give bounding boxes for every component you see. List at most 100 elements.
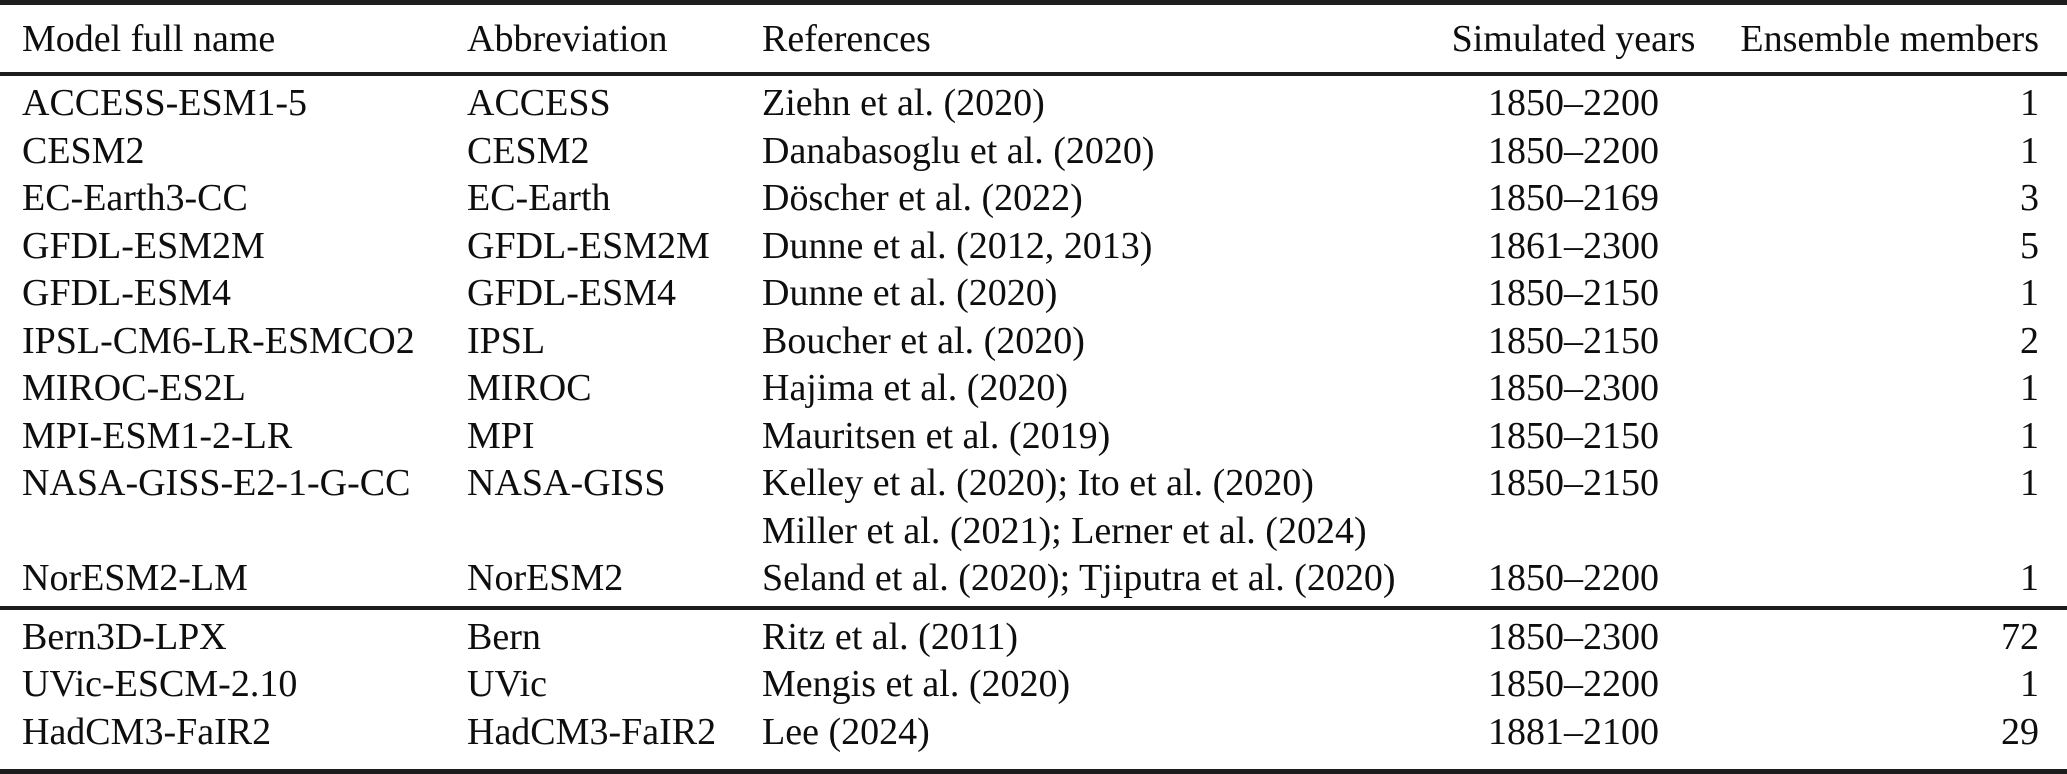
- reference-line: Ziehn et al. (2020): [762, 82, 1045, 124]
- abbreviation-cell: HadCM3-FaIR2: [467, 710, 717, 753]
- abbreviation-cell: EC-Earth: [467, 177, 611, 219]
- column-header-simulated-years: Simulated years: [1451, 17, 1696, 60]
- reference-line: Danabasoglu et al. (2020): [762, 129, 1155, 172]
- references-cell: Lee (2024): [740, 709, 1446, 772]
- simulated-years-cell: 1850–2200: [1488, 557, 1659, 599]
- ensemble-members-cell: 1: [2020, 462, 2039, 504]
- references-cell: Mauritsen et al. (2019): [740, 413, 1446, 461]
- abbreviation-cell: MPI: [467, 414, 535, 457]
- table-header: Model full name Abbreviation References Sim…: [0, 3, 2067, 74]
- table-row: GFDL-ESM4 GFDL-ESM4 Dunne et al. (2020) 185…: [0, 270, 2067, 318]
- reference-line: Kelley et al. (2020); Ito et al. (2020): [762, 462, 1314, 504]
- ensemble-members-cell: 72: [2001, 615, 2039, 658]
- reference-line: Boucher et al. (2020): [762, 319, 1085, 362]
- simulated-years-cell: 1850–2150: [1488, 414, 1659, 457]
- abbreviation-cell: NorESM2: [467, 557, 624, 599]
- abbreviation-cell: NASA-GISS: [467, 462, 666, 504]
- table-row: NASA-GISS-E2-1-G-CC NASA-GISS Kelley et al…: [0, 460, 2067, 555]
- simulated-years-cell: 1850–2150: [1488, 272, 1659, 314]
- model-name-cell: NorESM2-LM: [22, 557, 248, 599]
- reference-line: Mengis et al. (2020): [762, 663, 1071, 705]
- table-row: IPSL-CM6-LR-ESMCO2 IPSL Boucher et al. (20…: [0, 318, 2067, 366]
- model-name-cell: MPI-ESM1-2-LR: [22, 414, 293, 457]
- reference-line: Dunne et al. (2020): [762, 272, 1058, 314]
- ensemble-members-cell: 1: [2020, 82, 2039, 124]
- reference-line: Dunne et al. (2012, 2013): [762, 224, 1153, 267]
- simulated-years-cell: 1850–2200: [1488, 663, 1659, 705]
- references-cell: Mengis et al. (2020): [740, 661, 1446, 709]
- reference-line: Ritz et al. (2011): [762, 615, 1019, 658]
- ensemble-members-cell: 2: [2020, 319, 2039, 362]
- references-cell: Ritz et al. (2011): [740, 608, 1446, 662]
- ensemble-members-cell: 1: [2020, 557, 2039, 599]
- references-cell: Dunne et al. (2012, 2013): [740, 223, 1446, 271]
- simulated-years-cell: 1850–2150: [1488, 462, 1659, 504]
- ensemble-members-cell: 3: [2020, 177, 2039, 219]
- reference-line: Hajima et al. (2020): [762, 367, 1069, 409]
- ensemble-members-cell: 1: [2020, 663, 2039, 705]
- references-cell: Ziehn et al. (2020): [740, 74, 1446, 128]
- abbreviation-cell: GFDL-ESM4: [467, 272, 677, 314]
- model-name-cell: IPSL-CM6-LR-ESMCO2: [22, 319, 415, 362]
- model-name-cell: Bern3D-LPX: [22, 615, 227, 658]
- column-header-model-full-name: Model full name: [22, 17, 276, 60]
- ensemble-members-cell: 29: [2001, 710, 2039, 753]
- table-row: GFDL-ESM2M GFDL-ESM2M Dunne et al. (2012, …: [0, 223, 2067, 271]
- table-row: MPI-ESM1-2-LR MPI Mauritsen et al. (2019) 1…: [0, 413, 2067, 461]
- reference-line: Miller et al. (2021); Lerner et al. (202…: [762, 509, 1367, 552]
- table-row: HadCM3-FaIR2 HadCM3-FaIR2 Lee (2024) 1881–2…: [0, 709, 2067, 772]
- abbreviation-cell: IPSL: [467, 319, 546, 362]
- table-row: UVic-ESCM-2.10 UVic Mengis et al. (2020) 18…: [0, 661, 2067, 709]
- simulated-years-cell: 1850–2200: [1488, 129, 1659, 172]
- model-name-cell: GFDL-ESM2M: [22, 224, 265, 267]
- simulated-years-cell: 1850–2169: [1488, 177, 1659, 219]
- simulated-years-cell: 1850–2200: [1488, 82, 1659, 124]
- table-section-esms: ACCESS-ESM1-5 ACCESS Ziehn et al. (2020) 18…: [0, 74, 2067, 608]
- table-row: ACCESS-ESM1-5 ACCESS Ziehn et al. (2020) 18…: [0, 74, 2067, 128]
- references-cell: Boucher et al. (2020): [740, 318, 1446, 366]
- model-name-cell: HadCM3-FaIR2: [22, 710, 272, 753]
- header-row: Model full name Abbreviation References Sim…: [0, 3, 2067, 74]
- reference-line: Seland et al. (2020); Tjiputra et al. (2…: [762, 557, 1396, 599]
- reference-line: Lee (2024): [762, 710, 930, 753]
- references-cell: Dunne et al. (2020): [740, 270, 1446, 318]
- abbreviation-cell: GFDL-ESM2M: [467, 224, 710, 267]
- abbreviation-cell: CESM2: [467, 129, 590, 172]
- column-header-ensemble-members: Ensemble members: [1740, 17, 2039, 60]
- table-row: Bern3D-LPX Bern Ritz et al. (2011) 1850–230…: [0, 608, 2067, 662]
- simulated-years-cell: 1861–2300: [1488, 224, 1659, 267]
- model-name-cell: ACCESS-ESM1-5: [22, 82, 308, 124]
- references-cell: Danabasoglu et al. (2020): [740, 128, 1446, 176]
- references-cell: Döscher et al. (2022): [740, 175, 1446, 223]
- abbreviation-cell: UVic: [467, 663, 548, 705]
- table-section-other-models: Bern3D-LPX Bern Ritz et al. (2011) 1850–230…: [0, 607, 2067, 772]
- model-name-cell: NASA-GISS-E2-1-G-CC: [22, 462, 411, 504]
- ensemble-members-cell: 1: [2020, 272, 2039, 314]
- simulated-years-cell: 1850–2300: [1488, 367, 1659, 409]
- table-row: MIROC-ES2L MIROC Hajima et al. (2020) 1850–…: [0, 365, 2067, 413]
- table-row: EC-Earth3-CC EC-Earth Döscher et al. (2022…: [0, 175, 2067, 223]
- table-row: CESM2 CESM2 Danabasoglu et al. (2020) 1850–…: [0, 128, 2067, 176]
- ensemble-members-cell: 1: [2020, 129, 2039, 172]
- table-row: NorESM2-LM NorESM2 Seland et al. (2020); T…: [0, 555, 2067, 608]
- simulated-years-cell: 1850–2300: [1488, 615, 1659, 658]
- reference-line: Mauritsen et al. (2019): [762, 414, 1111, 457]
- simulated-years-cell: 1881–2100: [1488, 710, 1659, 753]
- reference-line: Döscher et al. (2022): [762, 177, 1083, 219]
- references-cell: Kelley et al. (2020); Ito et al. (2020) M…: [740, 460, 1446, 555]
- simulated-years-cell: 1850–2150: [1488, 319, 1659, 362]
- model-name-cell: GFDL-ESM4: [22, 272, 232, 314]
- ensemble-members-cell: 1: [2020, 414, 2039, 457]
- references-cell: Hajima et al. (2020): [740, 365, 1446, 413]
- abbreviation-cell: MIROC: [467, 367, 592, 409]
- model-name-cell: MIROC-ES2L: [22, 367, 246, 409]
- abbreviation-cell: ACCESS: [467, 82, 611, 124]
- ensemble-members-cell: 1: [2020, 367, 2039, 409]
- model-name-cell: EC-Earth3-CC: [22, 177, 248, 219]
- references-cell: Seland et al. (2020); Tjiputra et al. (2…: [740, 555, 1446, 608]
- abbreviation-cell: Bern: [467, 615, 541, 658]
- model-name-cell: UVic-ESCM-2.10: [22, 663, 298, 705]
- column-header-abbreviation: Abbreviation: [467, 17, 668, 60]
